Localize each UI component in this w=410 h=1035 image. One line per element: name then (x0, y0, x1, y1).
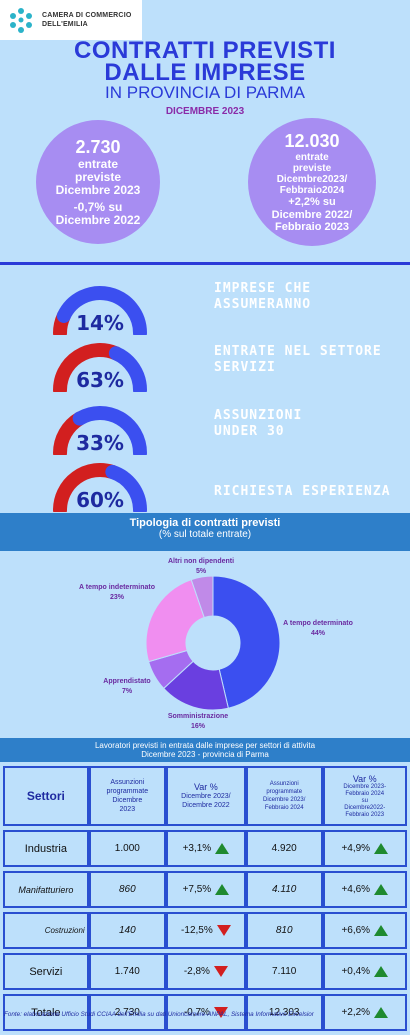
gauge-rest-0 (56, 286, 147, 335)
kpi-label-3: RICHIESTA ESPERIENZA (214, 484, 391, 499)
cell-assunzioni-trim: 7.110 (245, 953, 323, 990)
donut-chart: A tempo determinato 44% Somministrazione 16… (79, 558, 353, 730)
donut-title: Tipologia di contratti previsti (129, 517, 281, 529)
gauge-value-3: 60% (76, 488, 124, 512)
sector-table-wrap: Settori Assunzioni programmate Dicembre 202… (3, 762, 407, 1035)
table-row: Costruzioni 140 -12,5% 810 +6,6% (3, 912, 407, 949)
cell-sector: Industria (3, 830, 89, 867)
logo: CAMERA DI COMMERCIO DELL'EMILIA (0, 0, 142, 40)
kpi-label-2: ASSUNZIONI UNDER 30 (214, 408, 303, 439)
donut-value-2: 7% (122, 688, 133, 695)
arrow-up-icon (215, 883, 230, 895)
header-assunzioni-dic: Assunzioni programmate Dicembre 2023 (88, 766, 166, 826)
arrow-down-icon (213, 965, 228, 977)
gauge-value-1: 63% (76, 368, 124, 392)
cell-assunzioni-dic: 1.740 (88, 953, 166, 990)
arrow-up-icon (374, 883, 389, 895)
donut-slice-3 (145, 578, 205, 663)
donut-label-2: Apprendistato (103, 678, 150, 685)
gauge-1 (53, 343, 147, 392)
donut-label-3: A tempo indeterminato (79, 584, 155, 591)
gauge-rest-2 (72, 406, 147, 455)
table-title-band: Lavoratori previsti in entrata dalle imp… (0, 738, 410, 762)
cell-assunzioni-dic: 1.000 (88, 830, 166, 867)
donut-label-1: Somministrazione (168, 713, 228, 720)
header-assunzioni-trim: Assunzioni programmate Dicembre 2023/Febbr… (245, 766, 323, 826)
gauge-value-0: 14% (76, 311, 124, 335)
cell-assunzioni-dic: 860 (88, 871, 166, 908)
divider-line (0, 262, 410, 265)
gauge-rest-1 (108, 346, 147, 392)
donut-value-1: 16% (191, 723, 206, 730)
page-subtitle: IN PROVINCIA DI PARMA (105, 83, 305, 102)
page-title: CONTRATTI PREVISTI DALLE IMPRESE (74, 37, 336, 86)
donut-slice-0 (212, 575, 281, 709)
page-date: DICEMBRE 2023 (165, 106, 245, 117)
gauge-2 (53, 406, 147, 455)
cell-var-trim: +0,4% (322, 953, 407, 990)
cell-var-dic: -12,5% (165, 912, 246, 949)
circle-trimestre: 12.030 entrate previste Dicembre2023/ Fe… (248, 118, 376, 246)
gauge-fill-3 (53, 463, 120, 512)
header-settori: Settori (3, 766, 89, 826)
sector-table: Settori Assunzioni programmate Dicembre 202… (3, 762, 407, 1035)
header-var-trim: Var % Dicembre 2023- Febbraio 2024 su Dicemb… (322, 766, 407, 826)
donut-value-3: 23% (110, 594, 125, 601)
gauge-3 (53, 463, 147, 512)
kpi-label-0: IMPRESE CHE ASSUMERANNO (214, 281, 312, 312)
cell-assunzioni-dic: 140 (88, 912, 166, 949)
table-header-row: Settori Assunzioni programmate Dicembre 202… (3, 766, 407, 826)
cell-var-trim: +4,6% (322, 871, 407, 908)
kpi-label-1: ENTRATE NEL SETTORE SERVIZI (214, 344, 382, 375)
arrow-down-icon (213, 1006, 228, 1018)
circle-dicembre: 2.730 entrate previste Dicembre 2023 -0,… (36, 120, 160, 244)
gauge-value-2: 33% (76, 431, 124, 455)
cell-var-dic: -2,8% (165, 953, 246, 990)
gauge-rest-3 (105, 464, 147, 512)
cell-sector: Costruzioni (3, 912, 89, 949)
cell-assunzioni-trim: 810 (245, 912, 323, 949)
donut-value-4: 5% (196, 568, 207, 575)
table-subtitle: Dicembre 2023 - provincia di Parma (141, 750, 269, 759)
footer-source: Fonte: elaborazione Ufficio Studi CCIAA … (4, 1011, 314, 1018)
donut-label-4: Altri non dipendenti (168, 558, 234, 565)
logo-text: CAMERA DI COMMERCIO DELL'EMILIA (42, 12, 132, 28)
arrow-up-icon (215, 842, 230, 854)
cell-sector: Manifatturiero (3, 871, 89, 908)
header-var-dic: Var % Dicembre 2023/Dicembre 2022 (165, 766, 246, 826)
arrow-up-icon (374, 842, 389, 854)
cell-var-dic: +7,5% (165, 871, 246, 908)
gauge-fill-1 (53, 343, 123, 392)
donut-label-0: A tempo determinato (283, 620, 353, 627)
cell-var-trim: +4,9% (322, 830, 407, 867)
arrow-down-icon (216, 924, 231, 936)
table-row: Industria 1.000 +3,1% 4.920 +4,9% (3, 830, 407, 867)
table-row: Manifatturiero 860 +7,5% 4.110 +4,6% (3, 871, 407, 908)
arrow-up-icon (374, 1006, 389, 1018)
cell-var-dic: +3,1% (165, 830, 246, 867)
arrow-up-icon (374, 965, 389, 977)
logo-icon (10, 8, 32, 33)
donut-title-band: Tipologia di contratti previsti (% sul t… (0, 513, 410, 551)
cell-var-trim: +6,6% (322, 912, 407, 949)
donut-slice-4 (190, 575, 214, 619)
cell-sector: Servizi (3, 953, 89, 990)
cell-assunzioni-trim: 4.920 (245, 830, 323, 867)
cell-assunzioni-trim: 4.110 (245, 871, 323, 908)
donut-value-0: 44% (311, 630, 326, 637)
table-row: Servizi 1.740 -2,8% 7.110 +0,4% (3, 953, 407, 990)
table-title: Lavoratori previsti in entrata dalle imp… (94, 741, 316, 750)
arrow-up-icon (374, 924, 389, 936)
donut-subtitle: (% sul totale entrate) (158, 529, 252, 540)
gauge-0 (53, 286, 147, 335)
